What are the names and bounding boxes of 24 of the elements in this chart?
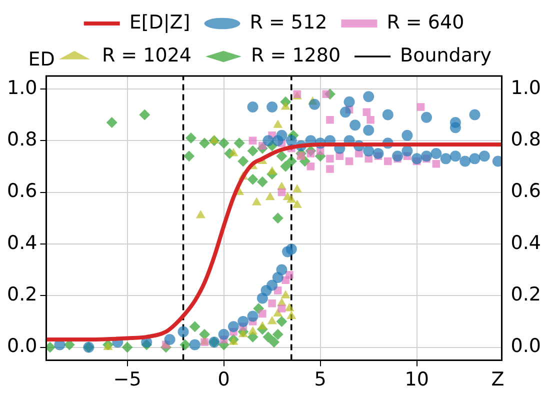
x-axis-title: Z [491, 368, 504, 391]
y2-tick-label: 1.0 [510, 76, 541, 99]
x-tick-label: −5 [113, 368, 142, 391]
legend-label: R = 640 [386, 11, 464, 34]
x-tick-label: 0 [218, 368, 230, 391]
y-tick-label: 0.4 [7, 232, 38, 254]
y-tick-label: 0.2 [7, 284, 38, 306]
legend-label: R = 512 [250, 11, 328, 34]
y-tick-label: 1.0 [7, 76, 38, 99]
y-axis-title: ED [28, 48, 55, 70]
y2-tick-label: 0.6 [510, 180, 541, 202]
y-tick-label: 0.6 [7, 180, 38, 202]
y2-tick-label: 0.8 [510, 128, 541, 151]
y2-tick-label: 0.2 [510, 284, 541, 306]
x-tick-label: 10 [404, 368, 429, 391]
y-tick-label: 0.8 [7, 128, 38, 151]
legend-label: R = 1024 [102, 44, 192, 66]
x-tick-label: 5 [314, 368, 326, 391]
y-tick-label: 0.0 [7, 335, 38, 358]
y2-tick-label: 0.4 [510, 232, 541, 254]
y2-tick-label: 0.0 [510, 335, 541, 358]
legend-label: Boundary [400, 44, 492, 66]
legend-label: R = 1280 [251, 44, 341, 66]
legend-label: E[D|Z] [129, 11, 190, 34]
